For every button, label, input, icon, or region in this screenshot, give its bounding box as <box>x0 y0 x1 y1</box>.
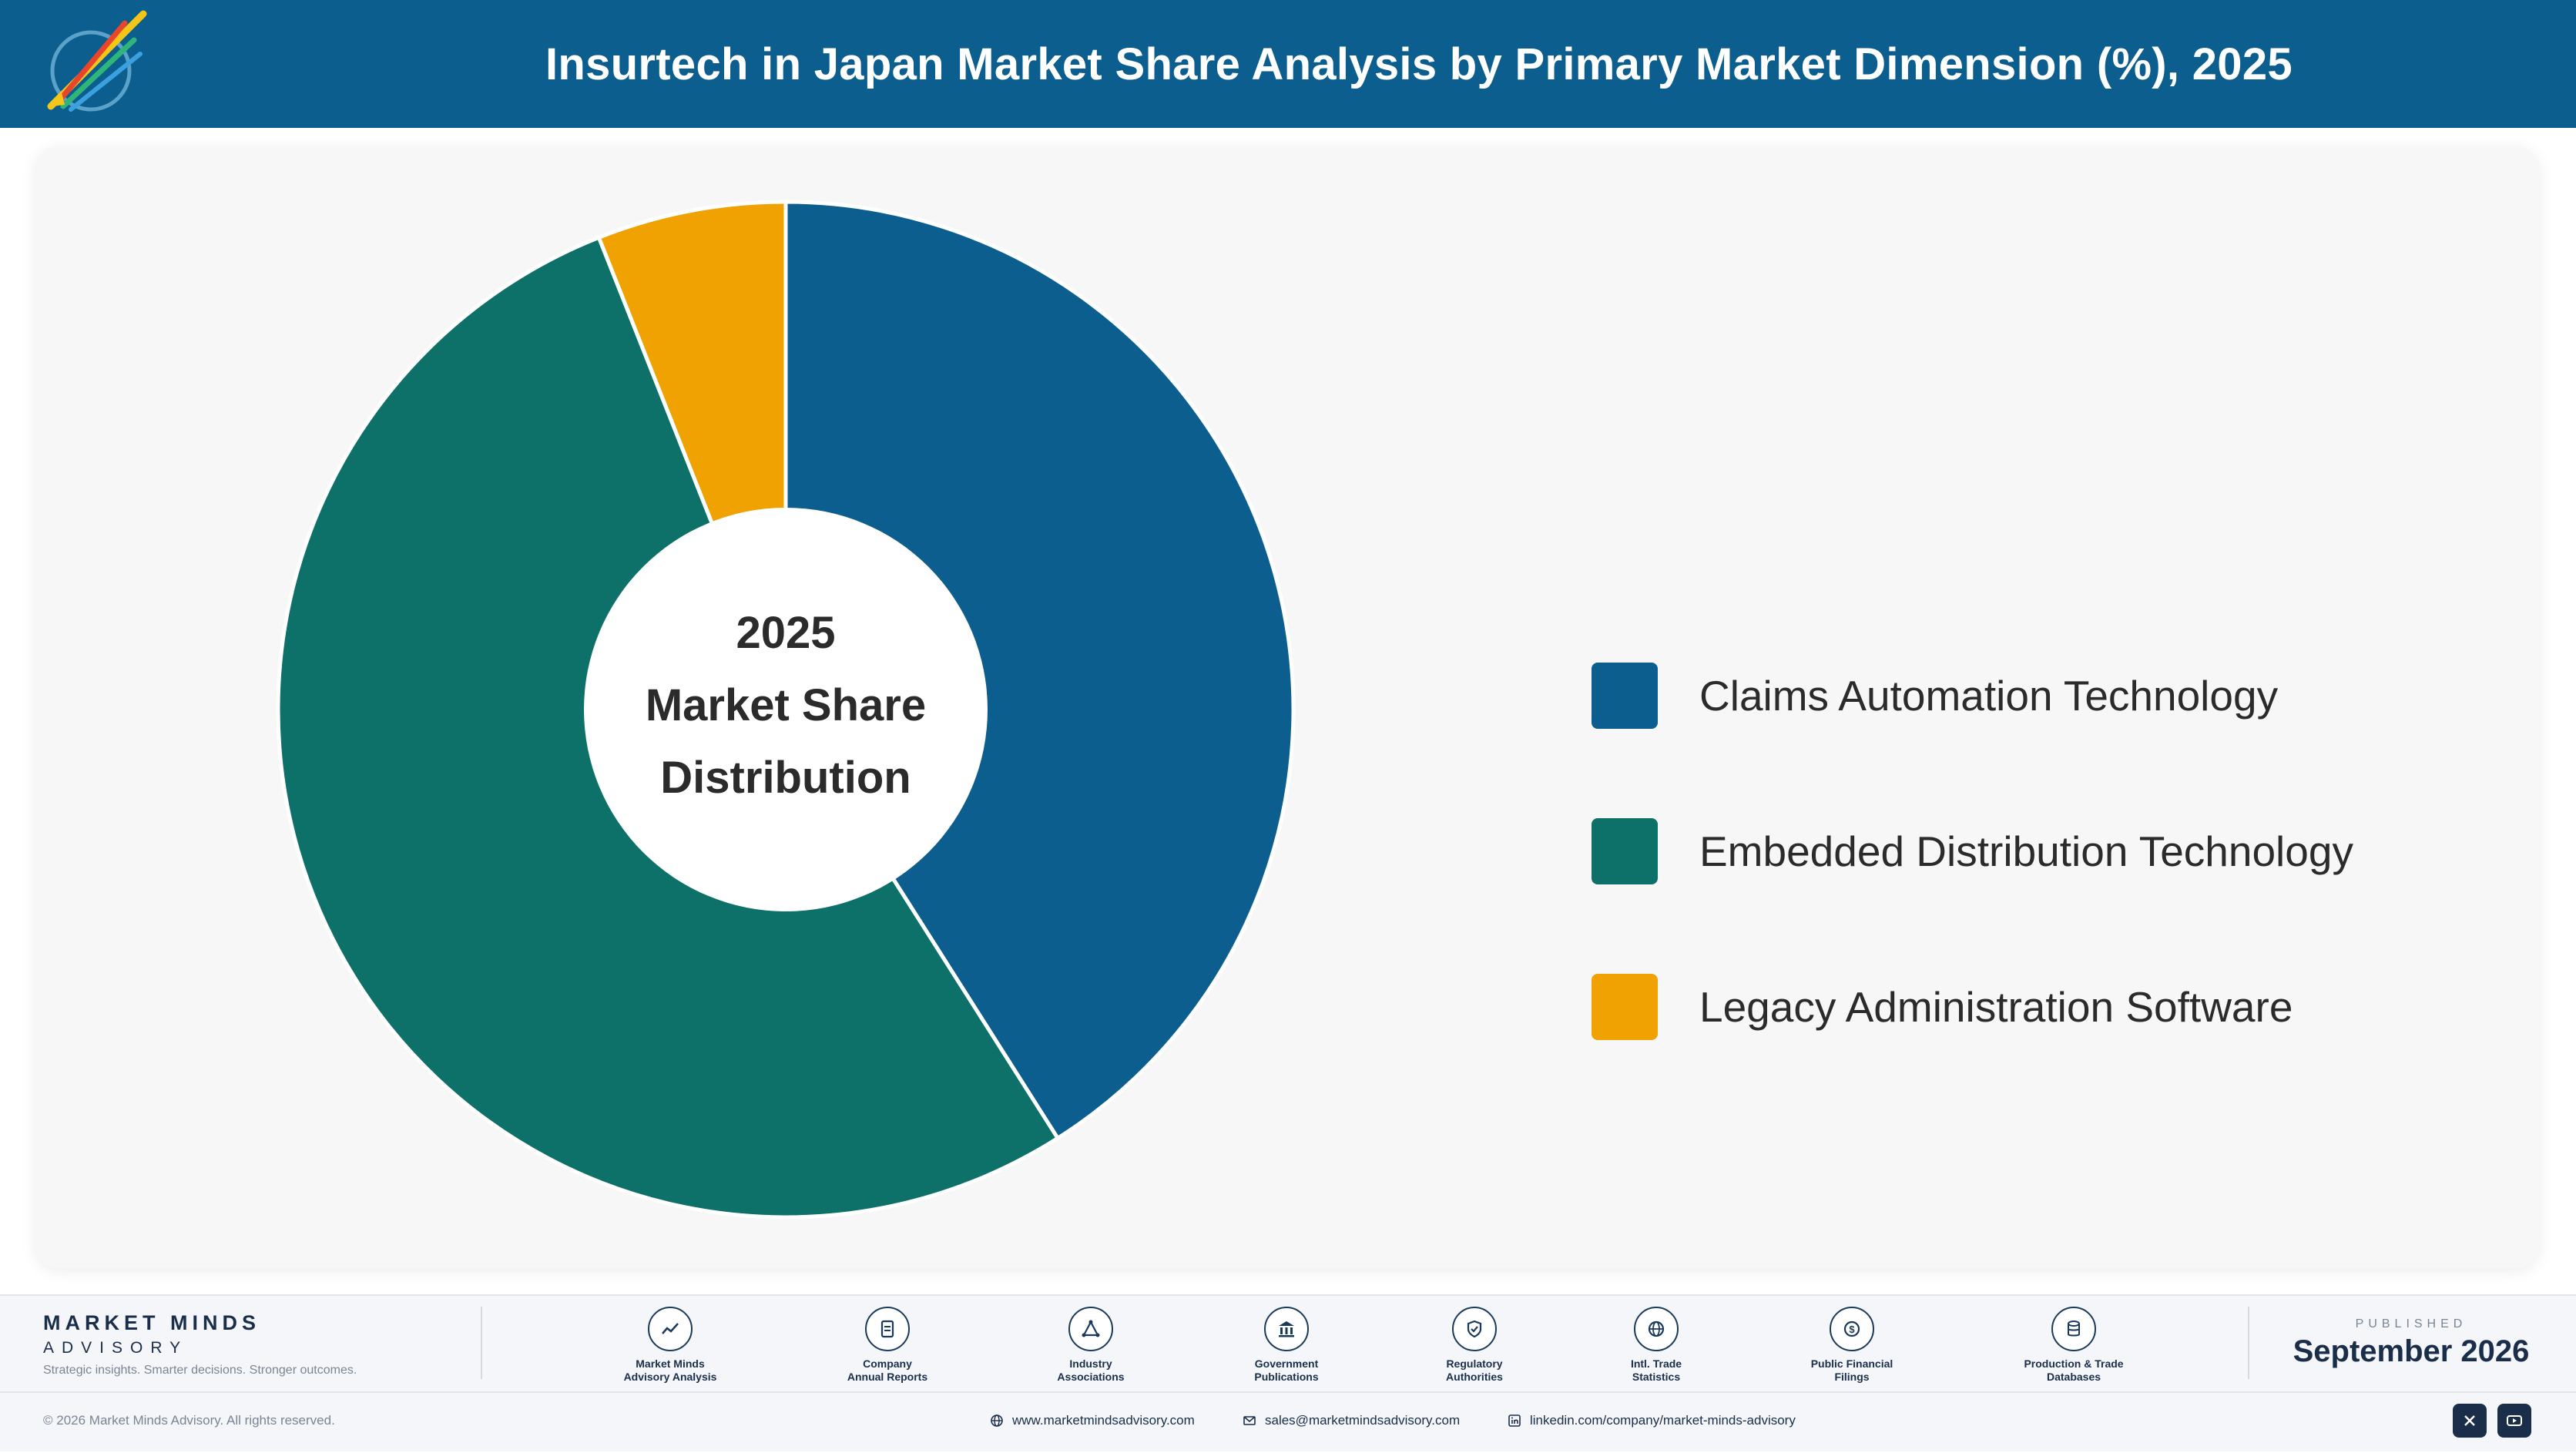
source-label: Public Financial Filings <box>1810 1357 1893 1383</box>
network-icon <box>1068 1307 1113 1351</box>
footer-divider <box>2248 1307 2249 1379</box>
legend-label: Embedded Distribution Technology <box>1699 827 2353 875</box>
globe-icon <box>1634 1307 1679 1351</box>
government-building-icon <box>1264 1307 1309 1351</box>
source-government-publications[interactable]: Government Publications <box>1209 1307 1363 1384</box>
donut-hole <box>584 508 988 911</box>
source-label: Company Annual Reports <box>847 1357 928 1383</box>
donut-chart: 2025 Market Share Distribution <box>276 200 1296 1220</box>
legend-swatch <box>1592 663 1658 729</box>
linkedin-icon <box>1508 1414 1521 1427</box>
footer: MARKET MINDS ADVISORY Strategic insights… <box>0 1294 2576 1451</box>
source-regulatory-authorities[interactable]: Regulatory Authorities <box>1397 1307 1551 1384</box>
legend-label: Claims Automation Technology <box>1699 672 2279 720</box>
footer-divider <box>481 1307 482 1379</box>
website-link[interactable]: www.marketmindsadvisory.com <box>989 1413 1195 1428</box>
pie-slice-claims-automation[interactable] <box>783 200 1296 1140</box>
source-company-annual-reports[interactable]: Company Annual Reports <box>810 1307 964 1384</box>
center-label-line-3: Distribution <box>660 753 911 803</box>
source-intl-trade-statistics[interactable]: Intl. Trade Statistics <box>1579 1307 1733 1384</box>
source-label: Market Minds Advisory Analysis <box>623 1357 717 1383</box>
globe-icon <box>991 1414 1003 1427</box>
source-label: Government Publications <box>1254 1357 1319 1383</box>
svg-text:$: $ <box>1849 1324 1855 1335</box>
youtube-social-button[interactable] <box>2497 1404 2531 1438</box>
source-label: Production & Trade Databases <box>2024 1357 2124 1383</box>
published-date: September 2026 <box>2293 1334 2530 1368</box>
email-link[interactable]: sales@marketmindsadvisory.com <box>1242 1413 1460 1428</box>
x-icon <box>2464 1415 2475 1426</box>
dollar-coin-icon: $ <box>1830 1307 1874 1351</box>
logo-icon <box>47 10 147 112</box>
website-text: www.marketmindsadvisory.com <box>1012 1413 1195 1428</box>
database-icon <box>2051 1307 2096 1351</box>
copyright-text: © 2026 Market Minds Advisory. All rights… <box>43 1413 335 1428</box>
header-bar: Insurtech in Japan Market Share Analysis… <box>0 0 2576 128</box>
source-market-minds-analysis[interactable]: Market Minds Advisory Analysis <box>593 1307 747 1384</box>
shield-check-icon <box>1452 1307 1497 1351</box>
source-label: Intl. Trade Statistics <box>1630 1357 1682 1383</box>
email-text: sales@marketmindsadvisory.com <box>1265 1413 1461 1428</box>
mail-icon <box>1243 1416 1256 1425</box>
legend-item-legacy-administration[interactable]: Legacy Administration Software <box>1592 974 2353 1040</box>
published-label: PUBLISHED <box>2355 1317 2467 1331</box>
linkedin-text: linkedin.com/company/market-minds-adviso… <box>1530 1413 1796 1428</box>
brand-sub: ADVISORY <box>43 1339 189 1357</box>
brand-name: MARKET MINDS <box>43 1311 260 1334</box>
source-label: Industry Associations <box>1057 1357 1125 1383</box>
source-industry-associations[interactable]: Industry Associations <box>1014 1307 1168 1384</box>
x-social-button[interactable] <box>2453 1404 2487 1438</box>
chart-card: 2025 Market Share Distribution Claims Au… <box>35 146 2539 1268</box>
source-public-financial-filings[interactable]: $ Public Financial Filings <box>1775 1307 1929 1384</box>
document-icon <box>865 1307 910 1351</box>
linkedin-link[interactable]: linkedin.com/company/market-minds-adviso… <box>1507 1413 1796 1428</box>
source-label: Regulatory Authorities <box>1446 1357 1503 1383</box>
legend-item-claims-automation[interactable]: Claims Automation Technology <box>1592 663 2353 729</box>
center-label-line-2: Market Share <box>646 680 926 730</box>
legend-swatch <box>1592 974 1658 1040</box>
legend-label: Legacy Administration Software <box>1699 983 2293 1031</box>
source-production-trade-databases[interactable]: Production & Trade Databases <box>1997 1307 2151 1384</box>
line-chart-icon <box>648 1307 693 1351</box>
youtube-icon <box>2507 1415 2522 1426</box>
page-title: Insurtech in Japan Market Share Analysis… <box>545 39 2293 89</box>
chart-legend: Claims Automation Technology Embedded Di… <box>1592 663 2353 1129</box>
footer-bottom-bar: © 2026 Market Minds Advisory. All rights… <box>0 1391 2576 1453</box>
brand-tagline: Strategic insights. Smarter decisions. S… <box>43 1364 357 1377</box>
company-logo[interactable] <box>40 8 156 123</box>
legend-item-embedded-distribution[interactable]: Embedded Distribution Technology <box>1592 818 2353 884</box>
center-label-line-1: 2025 <box>736 608 835 658</box>
legend-swatch <box>1592 818 1658 884</box>
